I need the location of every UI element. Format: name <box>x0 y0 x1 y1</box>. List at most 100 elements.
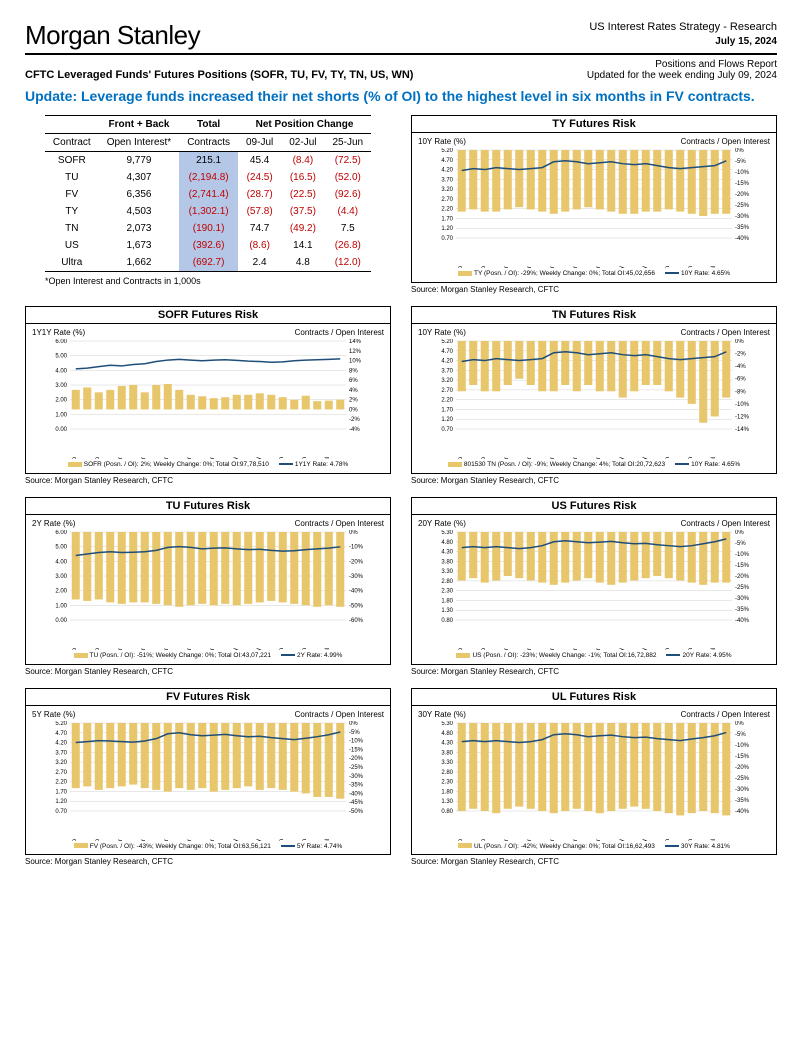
svg-text:0.70: 0.70 <box>441 427 453 433</box>
svg-text:25-Jun: 25-Jun <box>302 648 308 650</box>
svg-text:09-Jul: 09-Jul <box>711 648 717 650</box>
svg-text:-40%: -40% <box>349 588 364 594</box>
right-axis-label: Contracts / Open Interest <box>681 137 770 146</box>
svg-text:-45%: -45% <box>349 800 364 806</box>
svg-text:30-Apr: 30-Apr <box>210 648 216 650</box>
svg-text:6.00: 6.00 <box>55 339 67 345</box>
chart-ul: UL Futures Risk 30Y Rate (%)Contracts / … <box>411 688 777 869</box>
chart-title: SOFR Futures Risk <box>26 307 390 324</box>
svg-text:5.20: 5.20 <box>55 721 67 727</box>
svg-text:16-Apr: 16-Apr <box>573 648 579 650</box>
svg-text:-50%: -50% <box>349 603 364 609</box>
chart-svg: 5.304.804.303.803.302.802.301.801.300.80… <box>418 530 770 650</box>
svg-text:-25%: -25% <box>349 765 364 771</box>
svg-text:4.00: 4.00 <box>55 559 67 565</box>
svg-text:3.20: 3.20 <box>441 187 453 193</box>
svg-text:16-Apr: 16-Apr <box>573 266 579 268</box>
svg-text:-60%: -60% <box>349 618 364 624</box>
svg-text:30-Apr: 30-Apr <box>210 839 216 841</box>
svg-text:14-May: 14-May <box>233 648 239 650</box>
svg-text:4.00: 4.00 <box>55 368 67 374</box>
chart-svg: 6.005.004.003.002.001.000.000%-10%-20%-3… <box>32 530 384 650</box>
svg-text:-10%: -10% <box>349 738 364 744</box>
col-contract: Contract <box>45 134 99 152</box>
svg-text:02-Apr: 02-Apr <box>550 266 556 268</box>
svg-text:05-Mar: 05-Mar <box>504 648 510 650</box>
chart-source: Source: Morgan Stanley Research, CFTC <box>25 857 391 866</box>
subheader-right: Positions and Flows Report Updated for t… <box>587 59 777 81</box>
right-axis-label: Contracts / Open Interest <box>681 519 770 528</box>
svg-text:-20%: -20% <box>349 756 364 762</box>
svg-text:1.20: 1.20 <box>55 799 67 805</box>
table-container: Front + Back Total Net Position Change C… <box>25 115 391 296</box>
svg-text:09-Jul: 09-Jul <box>711 266 717 268</box>
svg-text:2.20: 2.20 <box>441 207 453 213</box>
svg-text:25-Jun: 25-Jun <box>302 457 308 459</box>
left-axis-label: 20Y Rate (%) <box>418 519 466 528</box>
svg-text:1.70: 1.70 <box>441 407 453 413</box>
table-row: TY4,503(1,302.1)(57.8)(37.5)(4.4) <box>45 203 371 220</box>
svg-text:20-Feb: 20-Feb <box>481 456 487 459</box>
svg-text:06-Feb: 06-Feb <box>458 838 464 841</box>
svg-text:14-May: 14-May <box>619 648 625 650</box>
svg-text:-35%: -35% <box>349 782 364 788</box>
svg-text:11-Jun: 11-Jun <box>665 839 671 841</box>
table-row: US1,673(392.6)(8.6)14.1(26.8) <box>45 237 371 254</box>
svg-text:-2%: -2% <box>735 352 746 358</box>
svg-text:1.70: 1.70 <box>441 217 453 223</box>
svg-text:20-Feb: 20-Feb <box>95 647 101 650</box>
svg-text:4.70: 4.70 <box>441 158 453 164</box>
chart-legend: SOFR (Posn. / OI): 2%; Weekly Change: 0%… <box>32 459 384 471</box>
chart-sofr: SOFR Futures Risk 1Y1Y Rate (%)Contracts… <box>25 306 391 487</box>
svg-text:06-Feb: 06-Feb <box>458 456 464 459</box>
svg-text:8%: 8% <box>349 368 358 374</box>
chart-source: Source: Morgan Stanley Research, CFTC <box>411 285 777 294</box>
chart-source: Source: Morgan Stanley Research, CFTC <box>411 667 777 676</box>
table-row: TN2,073(190.1)74.7(49.2)7.5 <box>45 220 371 237</box>
chart-box: TN Futures Risk 10Y Rate (%)Contracts / … <box>411 306 777 474</box>
svg-text:0.70: 0.70 <box>441 236 453 242</box>
svg-text:16-Apr: 16-Apr <box>187 648 193 650</box>
svg-text:06-Feb: 06-Feb <box>72 456 78 459</box>
svg-text:1.20: 1.20 <box>441 226 453 232</box>
svg-text:-5%: -5% <box>735 541 746 547</box>
svg-text:25-Jun: 25-Jun <box>688 839 694 841</box>
svg-text:-35%: -35% <box>735 225 750 231</box>
svg-text:19-Mar: 19-Mar <box>527 457 533 459</box>
svg-text:06-Feb: 06-Feb <box>458 266 464 269</box>
svg-text:-25%: -25% <box>735 585 750 591</box>
chart-title: TY Futures Risk <box>412 116 776 133</box>
chart-svg: 5.204.704.203.703.202.702.201.701.200.70… <box>32 721 384 841</box>
left-axis-label: 10Y Rate (%) <box>418 137 466 146</box>
svg-text:-6%: -6% <box>735 377 746 383</box>
svg-text:-30%: -30% <box>349 574 364 580</box>
svg-text:16-Apr: 16-Apr <box>187 839 193 841</box>
svg-text:30-Apr: 30-Apr <box>596 457 602 459</box>
svg-text:09-Jul: 09-Jul <box>325 839 331 841</box>
svg-text:20-Feb: 20-Feb <box>481 266 487 269</box>
left-axis-label: 2Y Rate (%) <box>32 519 75 528</box>
table-row: SOFR9,779215.145.4(8.4)(72.5) <box>45 152 371 170</box>
svg-text:05-Mar: 05-Mar <box>504 266 510 268</box>
svg-text:-20%: -20% <box>735 765 750 771</box>
main-grid: Front + Back Total Net Position Change C… <box>25 115 777 868</box>
svg-text:20-Feb: 20-Feb <box>481 647 487 650</box>
svg-text:28-May: 28-May <box>256 457 262 459</box>
col-contracts: Contracts <box>179 134 238 152</box>
chart-box: FV Futures Risk 5Y Rate (%)Contracts / O… <box>25 688 391 856</box>
chart-title: TU Futures Risk <box>26 498 390 515</box>
svg-text:5.30: 5.30 <box>441 530 453 536</box>
chart-box: TU Futures Risk 2Y Rate (%)Contracts / O… <box>25 497 391 665</box>
svg-text:-30%: -30% <box>349 773 364 779</box>
svg-text:2.80: 2.80 <box>441 579 453 585</box>
chart-source: Source: Morgan Stanley Research, CFTC <box>25 667 391 676</box>
svg-text:14-May: 14-May <box>233 457 239 459</box>
svg-text:14-May: 14-May <box>619 266 625 268</box>
chart-tu: TU Futures Risk 2Y Rate (%)Contracts / O… <box>25 497 391 678</box>
table-row: Ultra1,662(692.7)2.44.8(12.0) <box>45 254 371 272</box>
svg-text:09-Jul: 09-Jul <box>711 457 717 459</box>
svg-text:09-Jul: 09-Jul <box>711 839 717 841</box>
svg-text:09-Jul: 09-Jul <box>325 457 331 459</box>
svg-text:05-Mar: 05-Mar <box>504 457 510 459</box>
svg-text:19-Mar: 19-Mar <box>527 839 533 841</box>
